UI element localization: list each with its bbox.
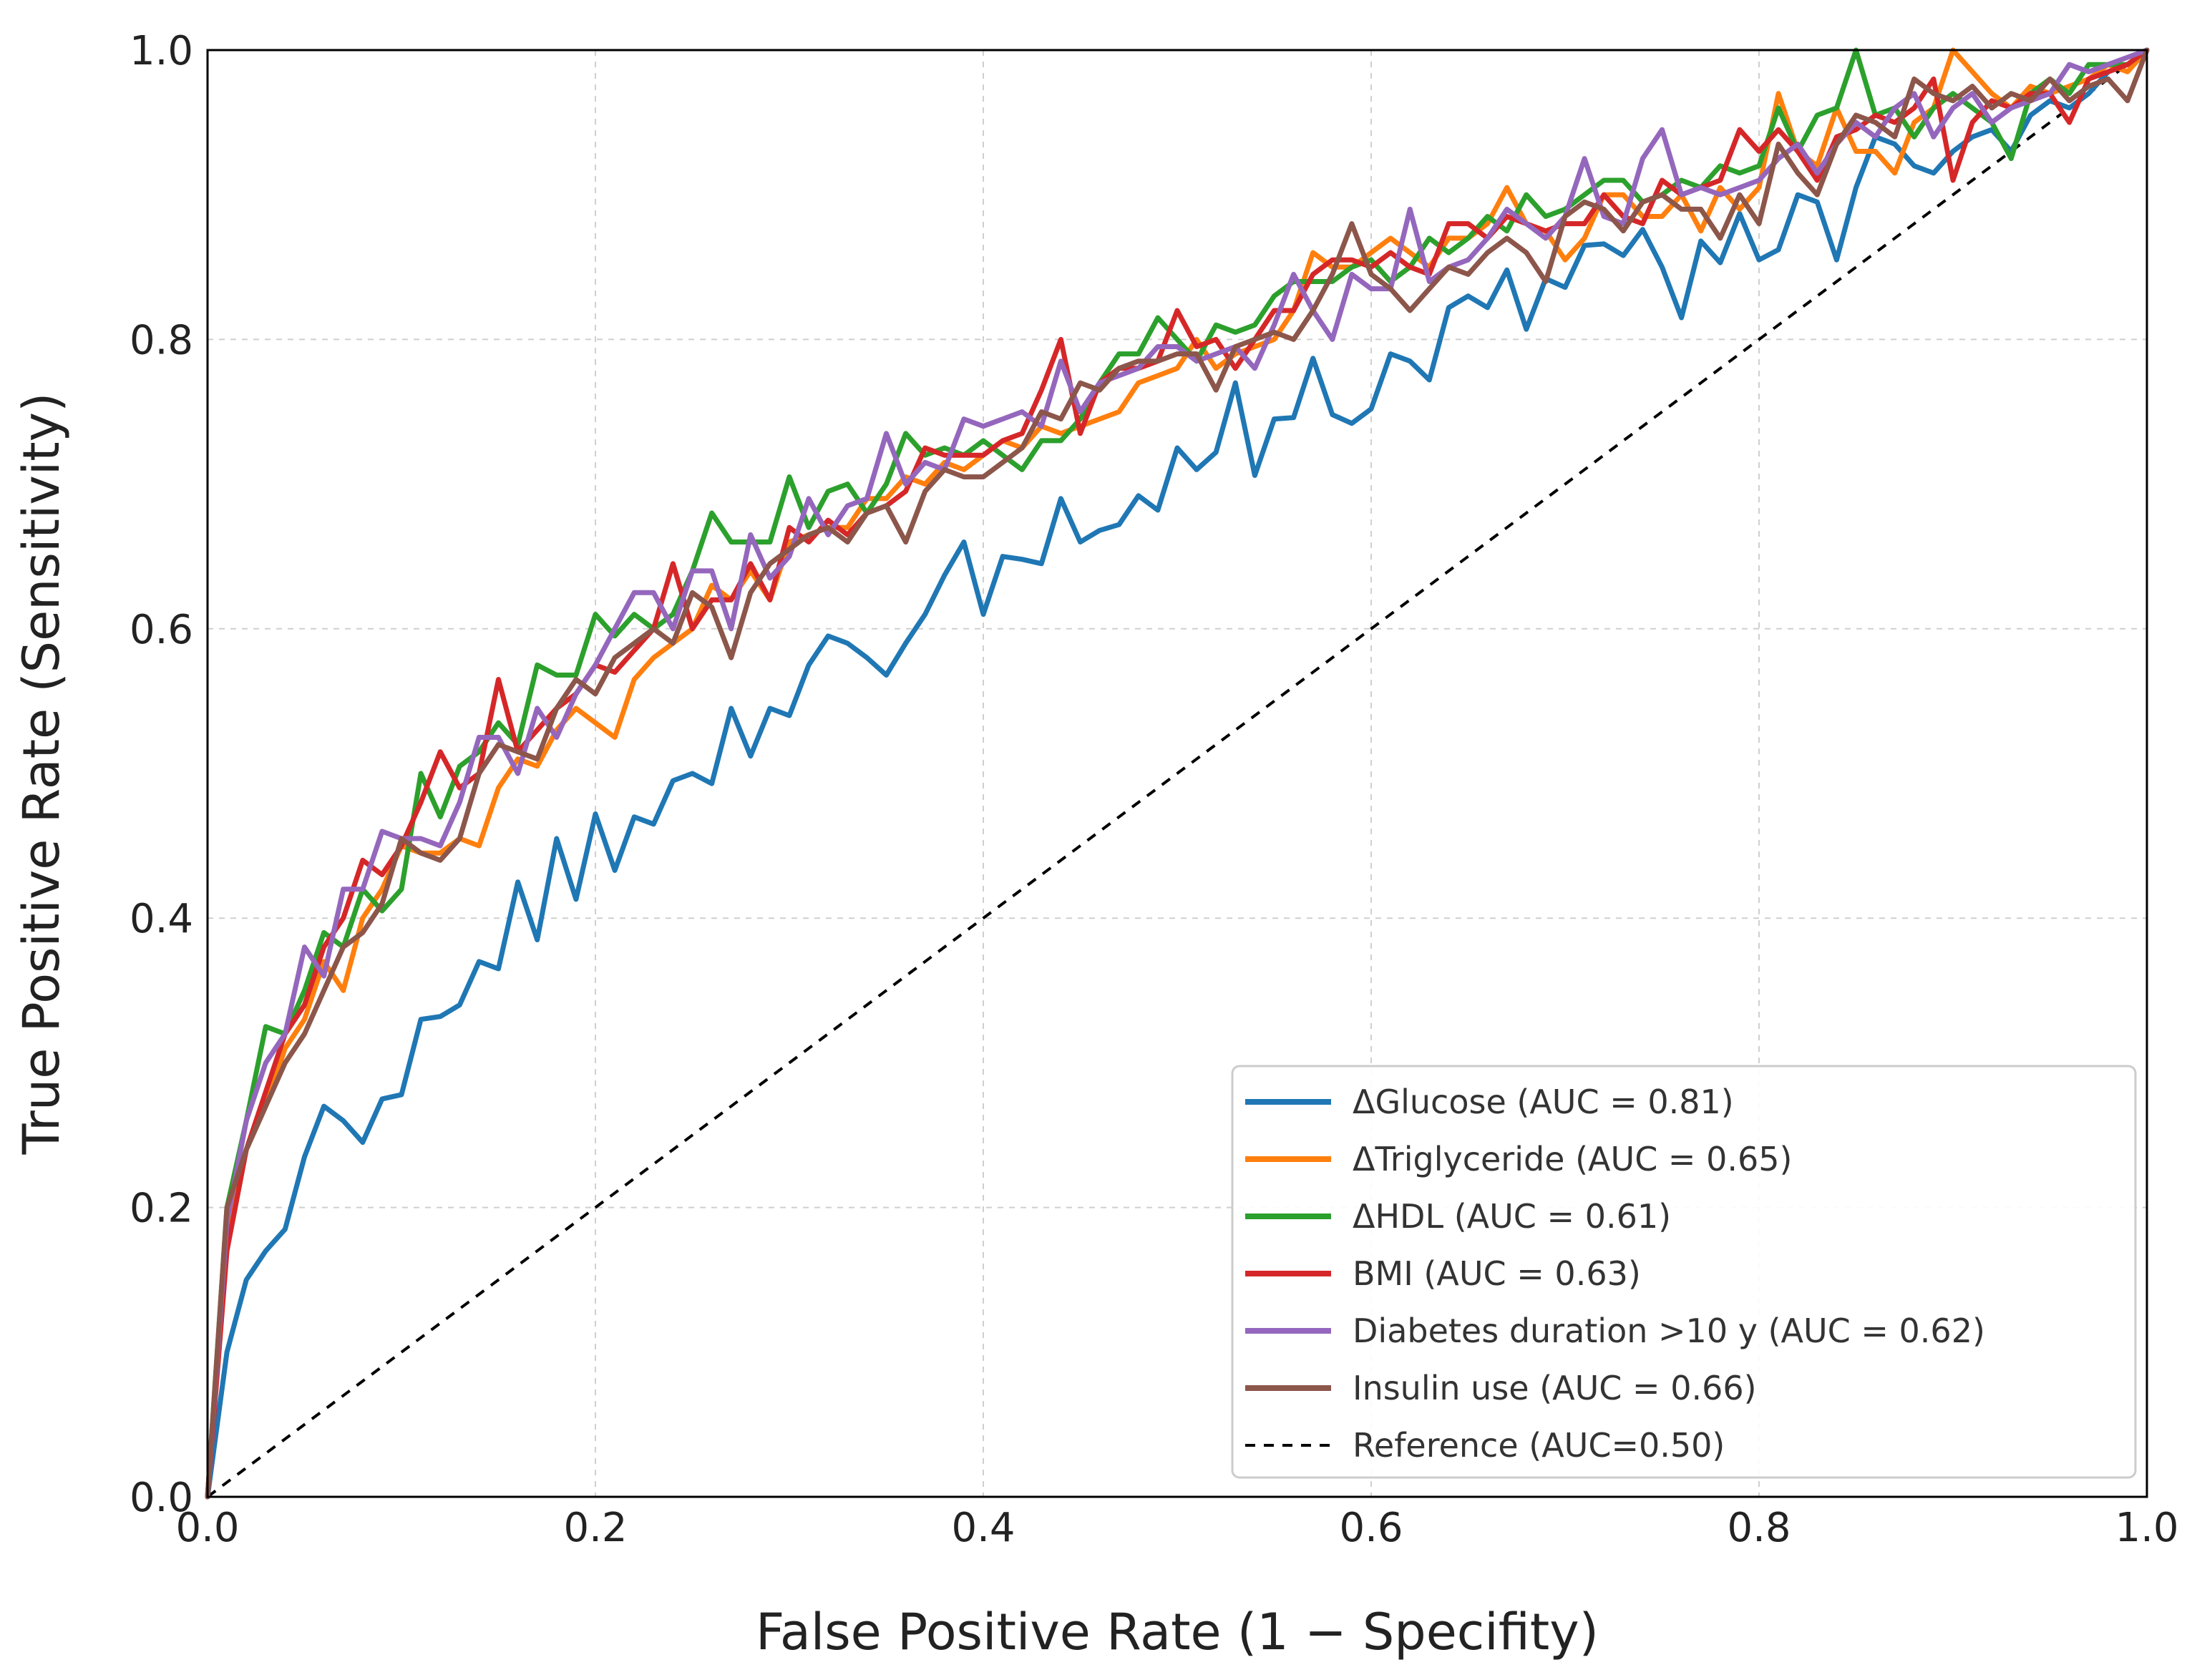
legend-label: ΔGlucose (AUC = 0.81) bbox=[1353, 1083, 1734, 1121]
roc-series-line bbox=[205, 47, 2150, 1500]
legend: ΔGlucose (AUC = 0.81) ΔTriglyceride (AUC … bbox=[1231, 1065, 2137, 1479]
roc-series-line bbox=[205, 47, 2150, 1500]
y-tick-label: 0.8 bbox=[130, 317, 193, 363]
legend-box bbox=[1231, 1065, 2137, 1479]
x-tick-label: 1.0 bbox=[2115, 1505, 2178, 1551]
reference-line bbox=[206, 49, 2148, 1498]
y-tick-label: 1.0 bbox=[130, 28, 193, 74]
x-tick-label: 0.8 bbox=[1727, 1505, 1791, 1551]
x-tick-label: 0.0 bbox=[175, 1505, 239, 1551]
y-tick-label: 0.2 bbox=[130, 1186, 193, 1232]
y-tick-label: 0.0 bbox=[130, 1475, 193, 1521]
roc-curves bbox=[205, 47, 2150, 1500]
roc-series-line bbox=[205, 47, 2150, 1500]
legend-label: BMI (AUC = 0.63) bbox=[1353, 1254, 1641, 1293]
x-tick-label: 0.2 bbox=[563, 1505, 627, 1551]
x-tick-label: 0.6 bbox=[1339, 1505, 1403, 1551]
legend-items: ΔGlucose (AUC = 0.81) ΔTriglyceride (AUC … bbox=[1245, 1083, 1985, 1465]
legend-label: Reference (AUC=0.50) bbox=[1353, 1426, 1725, 1465]
tick-labels: 0.0 0.2 0.4 0.6 0.8 1.0 0.0 0.2 0.4 0.6 0.8 1.0 bbox=[130, 28, 2179, 1551]
y-tick-label: 0.4 bbox=[130, 896, 193, 942]
x-tick-label: 0.4 bbox=[951, 1505, 1015, 1551]
legend-label: ΔTriglyceride (AUC = 0.65) bbox=[1353, 1140, 1792, 1178]
roc-series-line bbox=[205, 47, 2150, 1500]
legend-label: ΔHDL (AUC = 0.61) bbox=[1353, 1197, 1671, 1236]
x-axis-title: False Positive Rate (1 − Specifity) bbox=[756, 1603, 1599, 1661]
legend-label: Insulin use (AUC = 0.66) bbox=[1353, 1369, 1757, 1407]
roc-series-line bbox=[205, 47, 2150, 1500]
reference-layer bbox=[206, 49, 2148, 1498]
y-tick-label: 0.6 bbox=[130, 607, 193, 653]
legend-label: Diabetes duration >10 y (AUC = 0.62) bbox=[1353, 1312, 1985, 1350]
plot-frame bbox=[206, 49, 2148, 1498]
y-axis-title: True Positive Rate (Sensitivity) bbox=[12, 393, 71, 1156]
